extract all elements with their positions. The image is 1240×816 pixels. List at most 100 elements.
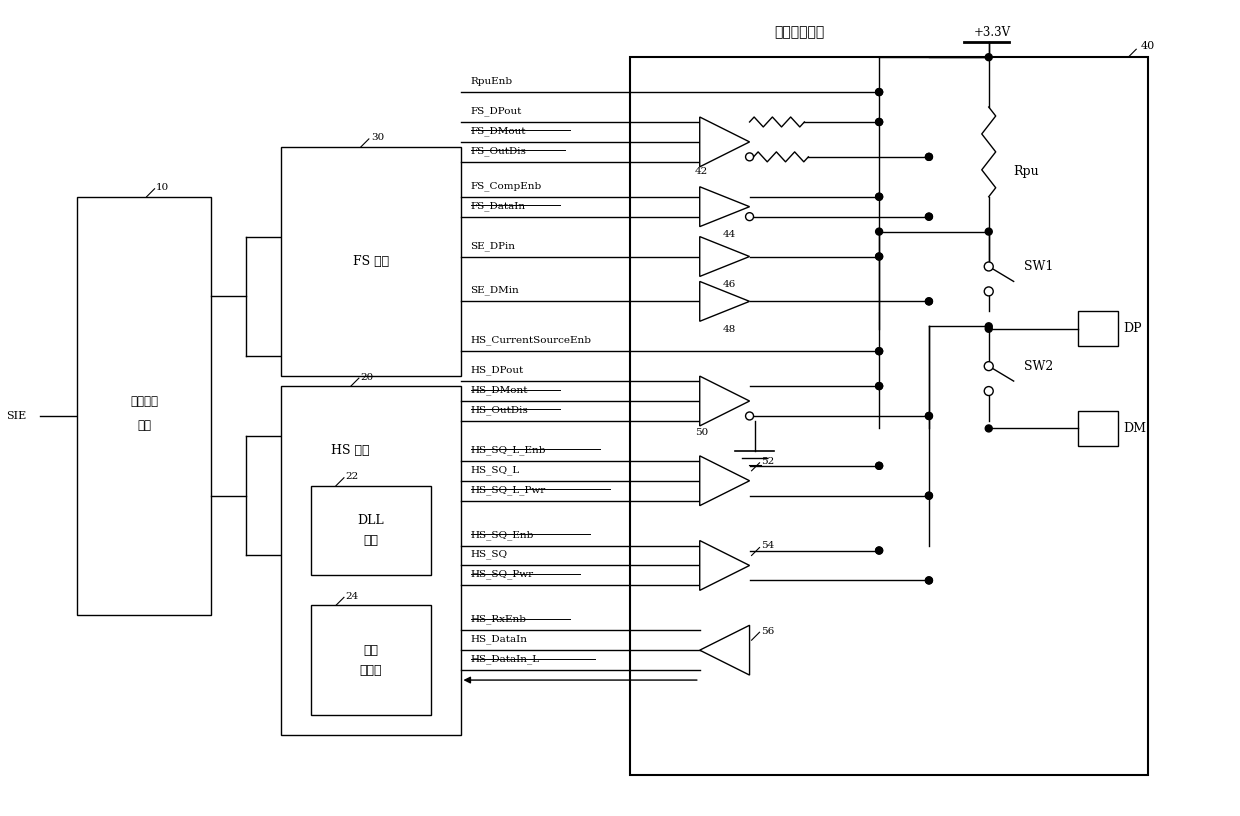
Text: 54: 54 [761,541,775,550]
Polygon shape [699,540,749,591]
Circle shape [875,463,883,469]
Text: HS 电路: HS 电路 [331,445,370,457]
Text: SE_DMin: SE_DMin [470,286,520,295]
Circle shape [745,412,754,420]
Text: 数据处理: 数据处理 [130,394,159,407]
Circle shape [925,492,932,499]
Text: 22: 22 [345,472,358,481]
Circle shape [875,348,883,355]
Text: HS_CurrentSourceEnb: HS_CurrentSourceEnb [470,335,591,345]
Text: +3.3V: +3.3V [973,26,1011,39]
Circle shape [986,326,992,332]
Text: HS_SQ_L_Enb: HS_SQ_L_Enb [470,446,546,455]
Text: SW1: SW1 [1024,260,1053,273]
Circle shape [925,577,932,584]
Text: HS_RxEnb: HS_RxEnb [470,614,527,624]
Text: HS_DPout: HS_DPout [470,366,523,375]
Text: FS 电路: FS 电路 [353,255,389,268]
Bar [630,57,1148,774]
Bar [1079,312,1118,346]
Text: 46: 46 [723,280,737,289]
Circle shape [875,89,883,95]
Circle shape [925,298,932,305]
Circle shape [925,412,932,419]
Circle shape [925,153,932,161]
Polygon shape [699,187,749,227]
Text: 56: 56 [761,627,775,636]
Circle shape [875,547,883,554]
Text: HS_SQ: HS_SQ [470,550,507,560]
Text: FS_DMout: FS_DMout [470,126,526,136]
Text: HS_DMont: HS_DMont [470,385,528,395]
Circle shape [925,577,932,584]
Circle shape [925,412,932,419]
Circle shape [875,193,883,200]
Text: 52: 52 [761,457,775,466]
Polygon shape [699,456,749,506]
Text: DP: DP [1123,322,1142,335]
Text: SIE: SIE [6,411,26,421]
Text: 40: 40 [1141,42,1154,51]
Circle shape [875,253,883,260]
Circle shape [875,253,883,260]
Polygon shape [699,237,749,277]
Circle shape [985,262,993,271]
Text: HS_OutDis: HS_OutDis [470,406,528,415]
Text: 10: 10 [155,184,169,193]
Text: 电路: 电路 [363,534,378,547]
Text: HS_SQ_L: HS_SQ_L [470,465,520,475]
Circle shape [875,383,883,389]
Circle shape [875,118,883,126]
Text: FS_DPout: FS_DPout [470,106,522,116]
Bar [311,486,430,575]
Text: FS_OutDis: FS_OutDis [470,146,527,156]
Circle shape [985,287,993,296]
Circle shape [875,193,883,200]
Text: DLL: DLL [357,514,384,527]
Circle shape [875,463,883,469]
Text: 50: 50 [694,428,708,437]
Circle shape [875,383,883,389]
Text: HS_SQ_Pwr: HS_SQ_Pwr [470,570,533,579]
Circle shape [875,348,883,355]
Circle shape [745,213,754,220]
Circle shape [986,54,992,60]
Text: 30: 30 [371,134,384,143]
Circle shape [986,228,992,235]
Circle shape [985,387,993,396]
Circle shape [875,228,883,235]
Text: 弹性: 弹性 [363,644,378,657]
Polygon shape [699,376,749,426]
Circle shape [925,492,932,499]
Text: 缓冲器: 缓冲器 [360,663,382,676]
Text: 20: 20 [360,373,373,382]
Polygon shape [699,625,749,675]
Text: HS_SQ_Enb: HS_SQ_Enb [470,530,534,539]
Text: 48: 48 [723,325,737,334]
Text: RpuEnb: RpuEnb [470,77,512,86]
Circle shape [985,361,993,370]
Bar [281,147,460,376]
Text: FS_CompEnb: FS_CompEnb [470,181,542,191]
Circle shape [925,153,932,161]
Circle shape [925,213,932,220]
Bar [77,197,211,615]
Text: Rpu: Rpu [1013,166,1039,179]
Circle shape [925,298,932,305]
Bar [311,605,430,715]
Circle shape [875,118,883,126]
Polygon shape [699,282,749,322]
Text: HS_SQ_L_Pwr: HS_SQ_L_Pwr [470,485,546,494]
Circle shape [875,547,883,554]
Circle shape [745,153,754,161]
Text: FS_DataIn: FS_DataIn [470,201,526,211]
Text: 44: 44 [723,230,737,239]
Polygon shape [699,117,749,166]
Text: 24: 24 [345,592,358,601]
Circle shape [986,323,992,330]
Text: HS_DataIn: HS_DataIn [470,635,527,644]
Circle shape [986,425,992,432]
Text: 电路: 电路 [138,419,151,432]
Text: SW2: SW2 [1024,360,1053,373]
Circle shape [875,89,883,95]
